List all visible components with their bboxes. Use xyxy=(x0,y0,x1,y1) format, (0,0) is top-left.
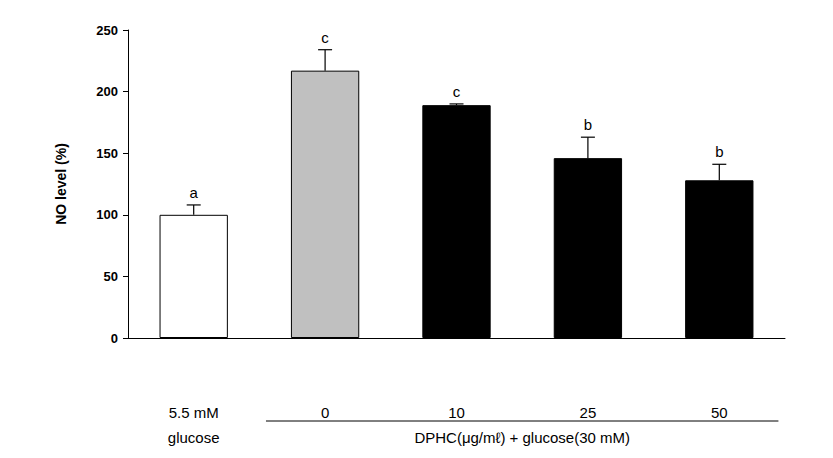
svg-text:glucose: glucose xyxy=(168,429,220,446)
svg-text:100: 100 xyxy=(96,207,118,222)
svg-text:10: 10 xyxy=(448,404,465,421)
svg-text:200: 200 xyxy=(96,84,118,99)
svg-text:b: b xyxy=(584,116,592,133)
svg-text:150: 150 xyxy=(96,146,118,161)
svg-text:250: 250 xyxy=(96,23,118,38)
svg-text:a: a xyxy=(190,184,199,201)
svg-text:25: 25 xyxy=(580,404,597,421)
svg-text:0: 0 xyxy=(111,331,118,346)
svg-text:5.5 mM: 5.5 mM xyxy=(169,404,219,421)
svg-text:50: 50 xyxy=(711,404,728,421)
svg-text:50: 50 xyxy=(104,269,118,284)
svg-text:c: c xyxy=(453,83,461,100)
svg-text:b: b xyxy=(715,143,723,160)
svg-text:c: c xyxy=(321,29,329,46)
svg-text:NO level (%): NO level (%) xyxy=(53,143,69,225)
svg-text:0: 0 xyxy=(321,404,329,421)
svg-text:DPHC(μg/mℓ) + glucose(30 mM): DPHC(μg/mℓ) + glucose(30 mM) xyxy=(414,429,630,446)
